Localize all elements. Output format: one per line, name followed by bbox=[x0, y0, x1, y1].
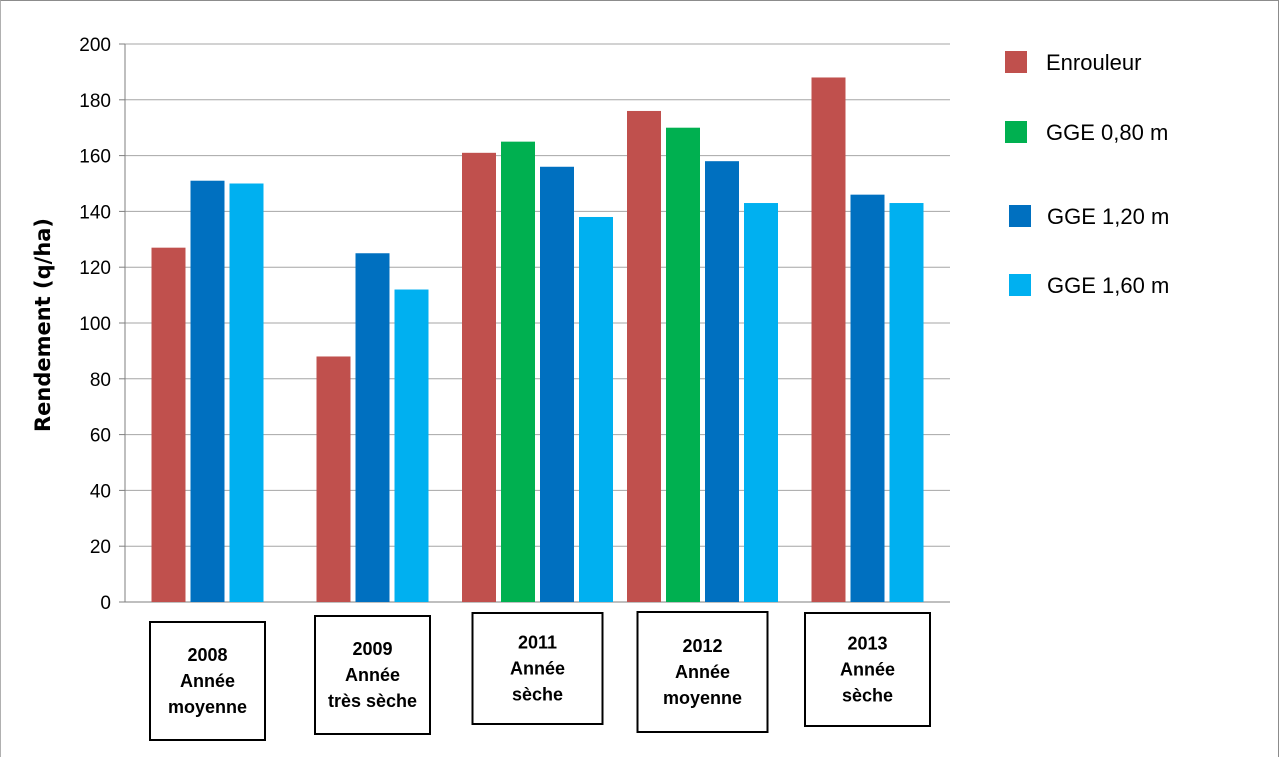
category-label-line: sèche bbox=[842, 686, 893, 706]
category-box bbox=[471, 612, 604, 725]
bar-enrouleur-2013 bbox=[811, 77, 846, 603]
bar-gge-1-20-m-2008 bbox=[190, 180, 225, 602]
legend-label: GGE 1,60 m bbox=[1047, 273, 1169, 298]
bar-gge-1-60-m-2011 bbox=[579, 216, 613, 603]
bar-gge-1-60-m-2013 bbox=[889, 203, 924, 602]
category-label-line: sèche bbox=[512, 685, 563, 705]
category-box bbox=[149, 621, 266, 741]
bar-gge-1-60-m-2009 bbox=[394, 289, 429, 602]
y-tick-label: 80 bbox=[90, 370, 111, 391]
bar-gge-0-80-m-2011 bbox=[501, 141, 535, 602]
category-box bbox=[804, 612, 931, 727]
legend-swatch bbox=[1005, 121, 1027, 143]
category-label-line: très sèche bbox=[328, 691, 417, 711]
bar-gge-0-80-m-2012 bbox=[666, 127, 700, 602]
bars bbox=[151, 77, 924, 603]
legend-swatch bbox=[1009, 274, 1031, 296]
y-tick-label: 40 bbox=[90, 481, 111, 502]
category-label-line: Année bbox=[345, 665, 400, 685]
category-label-line: 2013 bbox=[847, 634, 887, 654]
legend-label: GGE 0,80 m bbox=[1046, 120, 1168, 145]
bar-gge-1-20-m-2012 bbox=[705, 161, 739, 602]
y-tick-label: 100 bbox=[79, 314, 111, 335]
bar-enrouleur-2008 bbox=[151, 247, 186, 603]
legend: Enrouleur GGE 0,80 m GGE 1,20 m GGE 1,60 m bbox=[1005, 50, 1169, 298]
category-label-line: Année bbox=[510, 659, 565, 679]
category-label-line: moyenne bbox=[168, 697, 247, 717]
category-label-line: 2011 bbox=[518, 633, 557, 653]
bar-gge-1-20-m-2009 bbox=[355, 253, 390, 602]
y-tick-label: 180 bbox=[79, 91, 111, 112]
category-label-line: 2012 bbox=[682, 636, 722, 656]
y-tick-label: 120 bbox=[79, 258, 111, 279]
y-tick-label: 160 bbox=[79, 147, 111, 168]
bar-enrouleur-2009 bbox=[316, 356, 351, 602]
category-box bbox=[636, 611, 769, 733]
bar-enrouleur-2012 bbox=[627, 110, 661, 603]
category-label-line: Année bbox=[840, 660, 895, 680]
legend-swatch bbox=[1009, 205, 1031, 227]
y-tick-label: 20 bbox=[90, 537, 111, 558]
category-label-line: Année bbox=[180, 671, 235, 691]
category-label-line: 2008 bbox=[187, 645, 227, 665]
legend-label: GGE 1,20 m bbox=[1047, 204, 1169, 229]
category-label-line: 2009 bbox=[352, 639, 392, 659]
category-label-line: Année bbox=[675, 662, 730, 682]
y-tick-label: 140 bbox=[79, 202, 111, 223]
bar-gge-1-60-m-2012 bbox=[744, 203, 778, 602]
category-label-line: moyenne bbox=[663, 688, 742, 708]
legend-swatch bbox=[1005, 51, 1027, 73]
bar-gge-1-60-m-2008 bbox=[229, 183, 264, 602]
y-tick-label: 0 bbox=[100, 593, 111, 614]
y-tick-label: 200 bbox=[79, 35, 111, 56]
y-axis-label: Rendement (q/ha) bbox=[31, 218, 55, 432]
bar-enrouleur-2011 bbox=[462, 152, 496, 602]
category-box bbox=[314, 615, 431, 735]
y-axis: 0 20 40 60 80 100 120 140 160 180 200 bbox=[79, 35, 126, 614]
y-tick-label: 60 bbox=[90, 426, 111, 447]
bar-gge-1-20-m-2011 bbox=[540, 166, 574, 602]
legend-label: Enrouleur bbox=[1046, 50, 1141, 75]
bar-gge-1-20-m-2013 bbox=[850, 194, 885, 602]
category-labels: 2008 Année moyenne 2009 Année très sèche 2011 A… bbox=[149, 611, 931, 741]
